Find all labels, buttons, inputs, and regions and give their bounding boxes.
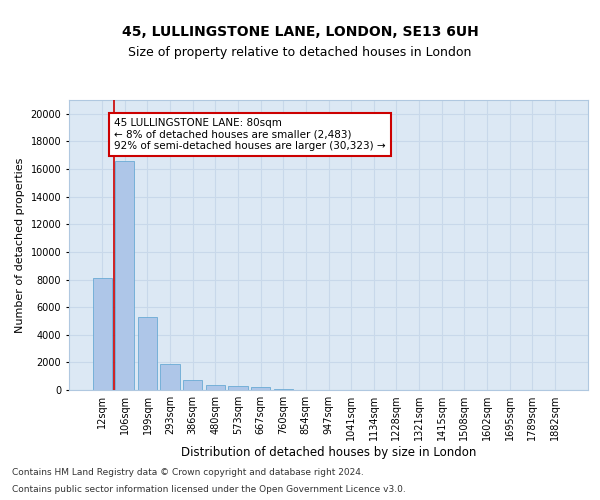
Text: Contains public sector information licensed under the Open Government Licence v3: Contains public sector information licen… (12, 484, 406, 494)
Bar (115, 161, 134, 390)
Bar (138, 317, 157, 390)
Bar (183, 380, 202, 390)
Text: Contains HM Land Registry data © Crown copyright and database right 2024.: Contains HM Land Registry data © Crown c… (12, 468, 364, 477)
Bar (160, 364, 180, 390)
Bar (274, 388, 293, 390)
Bar (206, 386, 225, 390)
Text: 45, LULLINGSTONE LANE, LONDON, SE13 6UH: 45, LULLINGSTONE LANE, LONDON, SE13 6UH (122, 26, 478, 40)
Bar (251, 387, 270, 390)
X-axis label: Distribution of detached houses by size in London: Distribution of detached houses by size … (181, 446, 476, 459)
Text: Size of property relative to detached houses in London: Size of property relative to detached ho… (128, 46, 472, 59)
Bar (92, 278, 112, 390)
Y-axis label: Number of detached properties: Number of detached properties (15, 158, 25, 332)
Text: 45 LULLINGSTONE LANE: 80sqm
← 8% of detached houses are smaller (2,483)
92% of s: 45 LULLINGSTONE LANE: 80sqm ← 8% of deta… (114, 118, 386, 151)
Bar (229, 386, 248, 390)
